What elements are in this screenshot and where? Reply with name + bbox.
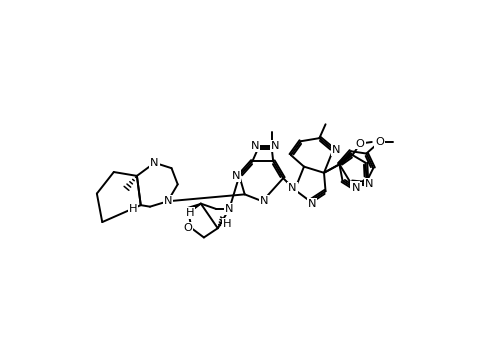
Text: N: N xyxy=(164,196,172,206)
Text: N: N xyxy=(232,171,240,181)
Text: N: N xyxy=(332,145,340,155)
Polygon shape xyxy=(188,203,201,212)
Text: O: O xyxy=(184,223,192,233)
Text: N: N xyxy=(288,183,296,193)
Text: H: H xyxy=(128,204,138,214)
Text: N: N xyxy=(150,158,159,168)
Text: N: N xyxy=(260,196,268,206)
Text: O: O xyxy=(375,137,384,147)
Text: H: H xyxy=(186,208,194,218)
Text: N: N xyxy=(308,199,316,209)
Text: N: N xyxy=(350,182,359,191)
Text: O: O xyxy=(356,139,364,148)
Text: N: N xyxy=(225,204,234,214)
Text: N: N xyxy=(364,178,373,189)
Text: N: N xyxy=(352,183,360,193)
Text: N: N xyxy=(250,141,259,151)
Text: N: N xyxy=(271,141,280,151)
Text: H: H xyxy=(222,219,232,230)
